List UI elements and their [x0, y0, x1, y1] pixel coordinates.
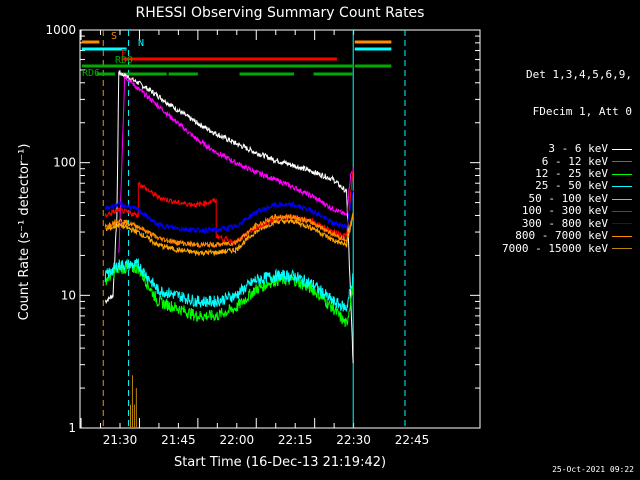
- y-tick-label: 10: [61, 288, 76, 302]
- legend-header-2: FDecim 1, Att 0: [532, 105, 632, 119]
- flag-label: RD6: [82, 68, 100, 79]
- legend-entry-label: 50 - 100 keV: [528, 191, 608, 205]
- series-line-3-6keV: [104, 70, 354, 364]
- x-axis-label: Start Time (16-Dec-13 21:19:42): [174, 455, 386, 470]
- legend-swatch: [612, 248, 632, 250]
- y-tick-label: 100: [53, 156, 76, 170]
- legend-entry: 3 - 6 keV: [502, 142, 632, 156]
- legend-swatch: [612, 161, 632, 163]
- x-tick-label: 22:00: [220, 433, 255, 447]
- legend-entry-label: 25 - 50 keV: [535, 179, 608, 193]
- x-tick-label: 21:30: [103, 433, 138, 447]
- x-tick-label: 22:15: [278, 433, 313, 447]
- flag-label: N: [138, 38, 144, 49]
- legend-entry: 7000 - 15000 keV: [502, 241, 632, 255]
- series-line-100-300keV: [104, 170, 354, 245]
- x-tick-label: 22:30: [336, 433, 371, 447]
- x-tick-label: 22:45: [395, 433, 430, 447]
- legend-entry-label: 6 - 12 keV: [541, 154, 608, 168]
- x-tick-label: 21:45: [161, 433, 196, 447]
- legend-entry-label: 800 - 7000 keV: [515, 229, 608, 243]
- legend-entry-label: 3 - 6 keV: [548, 142, 608, 156]
- legend-entry: 25 - 50 keV: [502, 180, 632, 192]
- series-line-50-100keV: [105, 213, 354, 257]
- legend-swatch: [612, 198, 632, 200]
- series-line-800-7000keV: [104, 212, 354, 249]
- legend-swatch: [612, 210, 632, 212]
- legend-entry: 300 - 800 keV: [502, 216, 632, 230]
- series-line-12-25keV: [104, 262, 354, 328]
- legend-entry-label: 7000 - 15000 keV: [502, 241, 608, 255]
- y-axis-label: Count Rate (s⁻¹ detector⁻¹): [17, 144, 32, 321]
- legend-entry: 6 - 12 keV: [502, 154, 632, 168]
- y-tick-label: 1000: [45, 23, 76, 37]
- legend-entry: 100 - 300 keV: [502, 204, 632, 218]
- plot-frame: [79, 29, 481, 429]
- series-line-25-50keV: [104, 257, 354, 312]
- legend-swatch: [612, 223, 632, 225]
- legend: Det 1,3,4,5,6,9, FDecim 1, Att 0 3 - 6 k…: [502, 44, 632, 267]
- legend-entry: 12 - 25 keV: [502, 167, 632, 181]
- series-line-6-12keV: [118, 75, 354, 253]
- flag-label: F: [121, 48, 127, 59]
- chart-title: RHESSI Observing Summary Count Rates: [136, 5, 425, 21]
- legend-entry-label: 300 - 800 keV: [521, 216, 608, 230]
- legend-swatch: [612, 148, 632, 150]
- legend-swatch: [612, 235, 632, 237]
- flag-label: S: [111, 31, 117, 42]
- y-tick-label: 1: [68, 421, 76, 435]
- timestamp: 25-Oct-2021 09:22: [552, 465, 634, 474]
- legend-swatch: [612, 173, 632, 175]
- legend-swatch: [612, 186, 632, 188]
- legend-entry: 50 - 100 keV: [502, 191, 632, 205]
- legend-header-1: Det 1,3,4,5,6,9,: [526, 67, 632, 81]
- flag-label: RD0: [115, 55, 133, 66]
- series-line-300-800keV: [104, 190, 354, 235]
- legend-entry: 800 - 7000 keV: [502, 229, 632, 243]
- legend-entry-label: 12 - 25 keV: [535, 167, 608, 181]
- legend-entry-label: 100 - 300 keV: [521, 204, 608, 218]
